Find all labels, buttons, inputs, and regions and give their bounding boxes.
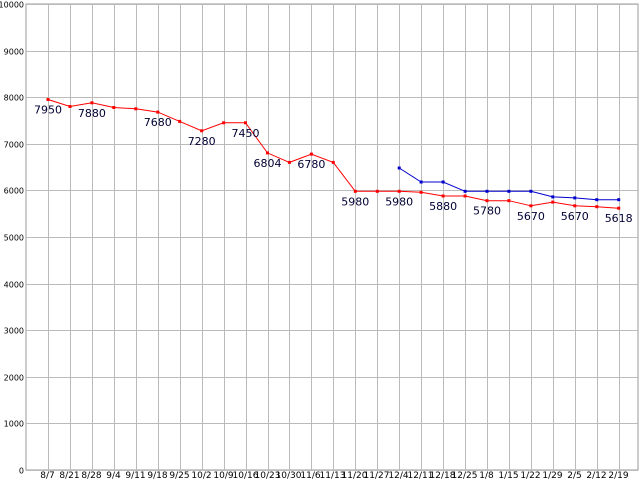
x-tick-label: 1/22 <box>520 471 540 480</box>
series-0-point <box>595 205 599 209</box>
series-1-point <box>507 189 511 193</box>
x-tick-label: 2/5 <box>567 471 581 480</box>
series-1-point <box>529 189 533 193</box>
x-tick-label: 8/7 <box>40 471 54 480</box>
series-0-point <box>287 160 291 164</box>
series-0-point <box>463 194 467 198</box>
y-tick-label: 4000 <box>4 281 24 290</box>
data-labels: 7950 7880 7680 7280 7450 6804 6780 5980 5980 5880… <box>34 104 633 226</box>
y-tick-label: 6000 <box>4 187 24 196</box>
series-0-point <box>156 110 160 114</box>
series-layer <box>46 98 621 210</box>
series-1-point <box>595 198 599 202</box>
y-tick-label: 10000 <box>0 1 24 10</box>
y-tick-label: 5000 <box>4 234 24 243</box>
x-tick-label: 12/4 <box>388 471 408 480</box>
x-tick-label: 10/9 <box>213 471 233 480</box>
series-1-point <box>441 180 445 184</box>
series-0-point <box>507 199 511 203</box>
data-label: 7950 <box>34 104 62 117</box>
x-tick-label: 12/18 <box>430 471 456 480</box>
series-0-point <box>375 189 379 193</box>
y-tick-label: 9000 <box>4 48 24 57</box>
x-tick-label: 11/20 <box>342 471 368 480</box>
y-tick-label: 2000 <box>4 374 24 383</box>
x-tick-label: 9/18 <box>147 471 167 480</box>
x-tick-label: 1/15 <box>498 471 518 480</box>
data-label: 7680 <box>144 116 172 129</box>
series-0-point <box>485 199 489 203</box>
y-tick-label: 3000 <box>4 327 24 336</box>
series-0-point <box>331 160 335 164</box>
y-tick-label: 1000 <box>4 420 24 429</box>
data-label: 6804 <box>254 157 282 170</box>
data-label: 5980 <box>385 195 413 208</box>
data-label: 5670 <box>561 210 589 223</box>
series-0-point <box>551 200 555 204</box>
series-0-point <box>90 101 94 105</box>
data-label: 6780 <box>297 158 325 171</box>
series-0-point <box>266 151 269 155</box>
series-0-point <box>441 194 445 198</box>
series-1-point <box>463 189 467 193</box>
x-tick-label: 10/23 <box>255 471 281 480</box>
series-0-point <box>397 189 401 193</box>
series-0-point <box>112 106 116 109</box>
x-tick-label: 10/16 <box>233 471 259 480</box>
x-tick-label: 11/13 <box>320 471 346 480</box>
series-1-point <box>397 166 401 170</box>
x-tick-label: 9/11 <box>125 471 145 480</box>
x-tick-label: 8/21 <box>59 471 79 480</box>
data-label: 7280 <box>188 135 216 148</box>
data-label: 5880 <box>429 200 457 213</box>
data-label: 5670 <box>517 210 545 223</box>
series-1-point <box>551 195 555 199</box>
series-0-point <box>134 107 138 111</box>
x-tick-label: 8/28 <box>81 471 101 480</box>
series-0-point <box>419 190 423 194</box>
series-1-point <box>419 180 423 184</box>
x-tick-label: 11/27 <box>364 471 390 480</box>
series-0-point <box>573 204 577 208</box>
x-tick-label: 2/12 <box>586 471 606 480</box>
x-tick-label: 9/25 <box>169 471 189 480</box>
grid <box>25 3 639 471</box>
series-1-point <box>485 189 489 193</box>
series-1-point <box>617 198 621 202</box>
x-tick-label: 10/30 <box>276 471 302 480</box>
data-label: 5780 <box>473 205 501 218</box>
data-label: 5618 <box>605 212 633 225</box>
series-0-point <box>309 152 313 156</box>
series-0-point <box>68 105 72 108</box>
x-tick-label: 2/19 <box>608 471 628 480</box>
series-1-line <box>398 167 619 201</box>
x-tick-label: 1/8 <box>479 471 494 480</box>
series-0-point <box>529 204 533 208</box>
x-tick-label: 1/29 <box>542 471 562 480</box>
y-axis-ticks: 0 1000 2000 3000 4000 5000 6000 7000 8000 9000 100… <box>0 1 24 476</box>
x-tick-label: 12/11 <box>408 471 434 480</box>
data-label: 7880 <box>78 107 106 120</box>
series-1-point <box>573 196 577 200</box>
series-0-point <box>222 121 226 125</box>
data-label: 7450 <box>232 127 260 140</box>
y-tick-label: 0 <box>19 467 24 476</box>
y-tick-label: 7000 <box>4 141 24 150</box>
series-0-point <box>617 206 621 210</box>
x-tick-label: 9/4 <box>106 471 121 480</box>
x-tick-label: 11/6 <box>300 471 320 480</box>
series-0-point <box>244 121 247 125</box>
y-tick-label: 8000 <box>4 94 24 103</box>
series-0-point <box>200 129 204 133</box>
series-0-point <box>353 189 357 193</box>
x-tick-label: 12/25 <box>452 471 478 480</box>
series-0-point <box>178 119 182 123</box>
x-tick-label: 10/2 <box>191 471 211 480</box>
x-axis-ticks: 8/7 8/21 8/28 9/4 9/11 9/18 9/25 10/2 10/910/161… <box>40 471 629 480</box>
series-0-point <box>46 98 50 101</box>
data-label: 5980 <box>341 195 369 208</box>
